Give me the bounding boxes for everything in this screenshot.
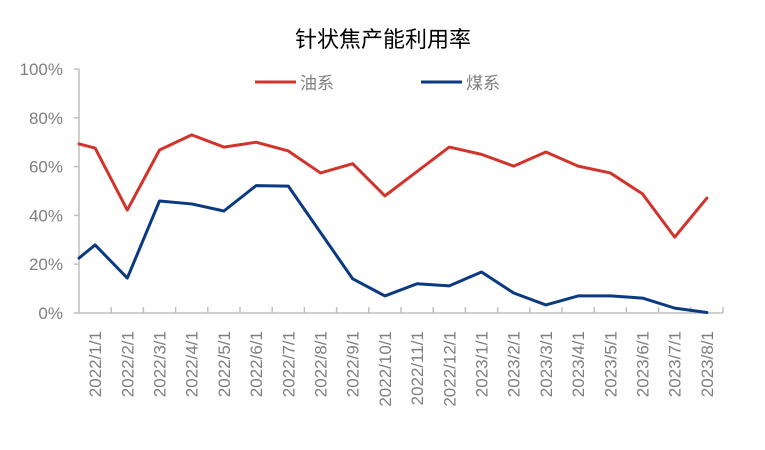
- x-tick-label: 2022/10/1: [376, 331, 395, 407]
- y-tick-label: 100%: [20, 60, 63, 79]
- y-tick-label: 40%: [29, 206, 63, 225]
- x-tick-label: 2022/2/1: [118, 331, 137, 397]
- x-tick-label: 2023/3/1: [537, 331, 556, 397]
- legend: 油系 煤系: [255, 74, 500, 94]
- x-tick-label: 2022/1/1: [86, 331, 105, 397]
- x-tick-label: 2023/4/1: [569, 331, 588, 397]
- x-tick-label: 2022/9/1: [344, 331, 363, 397]
- y-tick-label: 0%: [38, 304, 63, 323]
- series-line-coal: [77, 184, 709, 315]
- legend-label-oil: 油系: [300, 74, 334, 94]
- x-tick-label: 2023/6/1: [634, 331, 653, 397]
- y-axis: 0% 20% 40% 60% 80% 100%: [20, 60, 80, 323]
- x-axis: 2022/1/1 2022/2/1 2022/3/1 2022/4/1 2022/5/1…: [79, 307, 724, 407]
- y-tick-label: 20%: [29, 255, 63, 274]
- series-group: [77, 133, 709, 315]
- x-tick-label: 2022/5/1: [215, 331, 234, 397]
- x-tick-label: 2023/8/1: [698, 331, 717, 397]
- y-tick-label: 60%: [29, 158, 63, 177]
- x-tick-label: 2022/6/1: [247, 331, 266, 397]
- x-tick-label: 2022/4/1: [183, 331, 202, 397]
- x-tick-label: 2023/1/1: [473, 331, 492, 397]
- x-tick-label: 2023/5/1: [601, 331, 620, 397]
- x-tick-label: 2023/7/1: [666, 331, 685, 397]
- x-tick-label: 2022/12/1: [440, 331, 459, 407]
- y-tick-label: 80%: [29, 109, 63, 128]
- chart-title: 针状焦产能利用率: [295, 28, 471, 53]
- x-tick-label: 2022/7/1: [279, 331, 298, 397]
- x-tick-label: 2022/3/1: [151, 331, 170, 397]
- legend-label-coal: 煤系: [466, 74, 500, 94]
- x-tick-label: 2022/11/1: [408, 331, 427, 405]
- x-tick-label: 2022/8/1: [312, 331, 331, 397]
- series-line-oil: [77, 133, 709, 239]
- x-tick-label: 2023/2/1: [505, 331, 524, 397]
